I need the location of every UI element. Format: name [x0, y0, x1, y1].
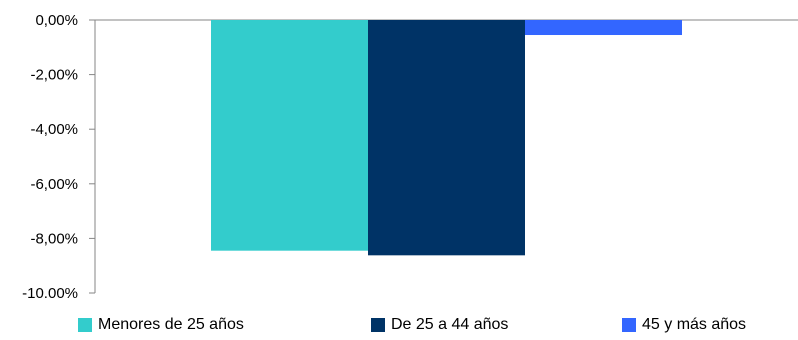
legend: Menores de 25 años De 25 a 44 años 45 y … [0, 316, 798, 340]
y-tick-label: -2,00% [30, 67, 78, 84]
bar-series-2 [525, 20, 682, 36]
legend-label: 45 y más años [642, 316, 747, 333]
y-tick-label: -6,00% [30, 176, 78, 193]
y-ticks: 0,00% -2,00% -4,00% -6,00% -8,00% -10.00% [22, 12, 95, 302]
bar-series-1 [368, 20, 525, 256]
legend-item-series-1: De 25 a 44 años [371, 316, 508, 334]
legend-label: Menores de 25 años [98, 316, 244, 333]
bar-series-0 [211, 20, 368, 251]
bars [211, 20, 682, 256]
legend-swatch [371, 318, 385, 332]
y-tick-label: -8,00% [30, 230, 78, 247]
y-tick-label: -10.00% [22, 285, 78, 302]
legend-item-series-2: 45 y más años [622, 316, 746, 334]
legend-swatch [622, 318, 636, 332]
y-tick-label: -4,00% [30, 121, 78, 138]
legend-label: De 25 a 44 años [391, 316, 509, 333]
legend-item-series-0: Menores de 25 años [78, 316, 244, 334]
legend-swatch [78, 318, 92, 332]
y-tick-label: 0,00% [35, 12, 78, 29]
